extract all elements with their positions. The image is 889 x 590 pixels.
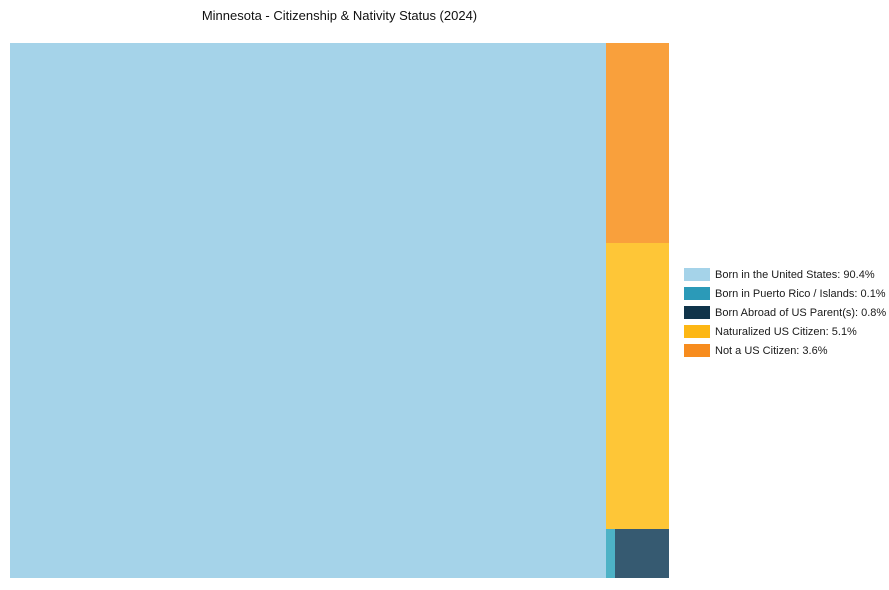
legend-label: Born in Puerto Rico / Islands: 0.1% — [715, 287, 886, 300]
legend-label: Not a US Citizen: 3.6% — [715, 344, 828, 357]
legend-swatch-icon — [684, 287, 710, 300]
treemap-rect-born-in-puerto-rico-islands — [606, 529, 615, 578]
legend-swatch-icon — [684, 344, 710, 357]
chart-title: Minnesota - Citizenship & Nativity Statu… — [201, 8, 478, 23]
legend-label: Born in the United States: 90.4% — [715, 268, 875, 281]
treemap-rect-born-in-united-states — [10, 43, 606, 578]
legend-item-born-in-puerto-rico-islands: Born in Puerto Rico / Islands: 0.1% — [684, 284, 886, 303]
legend-swatch-icon — [684, 325, 710, 338]
treemap-rect-naturalized-us-citizen — [606, 243, 669, 529]
treemap-rect-not-a-us-citizen — [606, 43, 669, 243]
legend-item-not-a-us-citizen: Not a US Citizen: 3.6% — [684, 341, 886, 360]
legend-item-born-abroad-of-us-parents: Born Abroad of US Parent(s): 0.8% — [684, 303, 886, 322]
legend-swatch-icon — [684, 306, 710, 319]
legend-label: Naturalized US Citizen: 5.1% — [715, 325, 857, 338]
legend-swatch-icon — [684, 268, 710, 281]
legend-item-naturalized-us-citizen: Naturalized US Citizen: 5.1% — [684, 322, 886, 341]
treemap-rect-born-abroad-of-us-parents — [615, 529, 669, 578]
legend-item-born-in-united-states: Born in the United States: 90.4% — [684, 265, 886, 284]
legend-label: Born Abroad of US Parent(s): 0.8% — [715, 306, 887, 319]
treemap-chart — [10, 43, 669, 578]
legend: Born in the United States: 90.4% Born in… — [684, 265, 886, 360]
